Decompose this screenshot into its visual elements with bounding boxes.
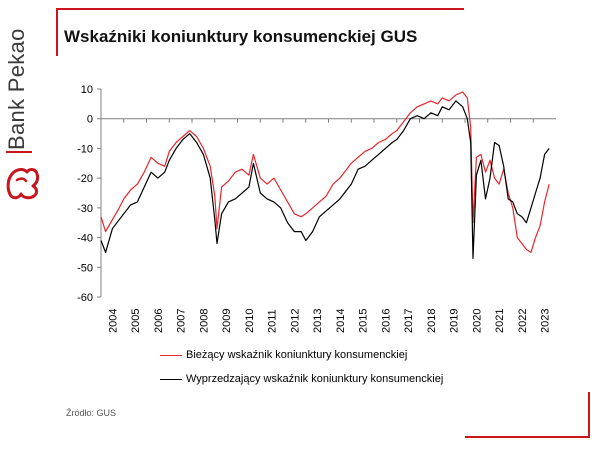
y-tick-label: -50 xyxy=(77,262,93,274)
source-note: Źródło: GUS xyxy=(66,408,117,418)
series-line-current xyxy=(100,91,550,253)
y-tick-label: -20 xyxy=(77,173,93,185)
y-tick-label: -60 xyxy=(77,292,93,304)
x-tick-label: 2012 xyxy=(289,309,301,333)
pekao-bison-icon xyxy=(6,168,40,200)
title-frame-left xyxy=(56,8,58,56)
y-tick-label: 10 xyxy=(81,84,93,96)
legend-label-current: Bieżący wskaźnik koniunktury konsumencki… xyxy=(186,349,408,361)
x-tick-label: 2008 xyxy=(198,309,210,333)
x-tick-label: 2016 xyxy=(380,309,392,333)
x-tick-label: 2017 xyxy=(403,309,415,333)
x-tick-label: 2018 xyxy=(426,309,438,333)
brand-sidebar: Bank Pekao xyxy=(0,0,48,450)
series-line-leading xyxy=(100,100,550,259)
legend-swatch-leading xyxy=(160,378,182,380)
x-tick-label: 2011 xyxy=(267,309,279,333)
x-tick-label: 2009 xyxy=(221,309,233,333)
y-tick-label: -40 xyxy=(77,233,93,245)
title-frame-top xyxy=(56,8,464,10)
frame-corner-bottom xyxy=(465,436,590,438)
x-tick-label: 2010 xyxy=(244,309,256,333)
legend-swatch-current xyxy=(160,354,182,356)
x-tick-label: 2023 xyxy=(540,309,552,333)
page-title: Wskaźniki koniunktury konsumenckiej GUS xyxy=(64,27,418,46)
legend-item-current: Bieżący wskaźnik koniunktury konsumencki… xyxy=(160,349,407,363)
x-tick-label: 2004 xyxy=(107,309,119,333)
x-tick-label: 2019 xyxy=(449,309,461,333)
legend-label-leading: Wyprzedzający wskaźnik koniunktury konsu… xyxy=(186,373,444,385)
x-tick-label: 2006 xyxy=(153,309,165,333)
x-tick-label: 2005 xyxy=(130,309,142,333)
y-tick-label: 0 xyxy=(87,114,93,126)
legend-item-leading: Wyprzedzający wskaźnik koniunktury konsu… xyxy=(160,373,443,387)
x-tick-label: 2007 xyxy=(176,309,188,333)
x-tick-label: 2021 xyxy=(494,309,506,333)
frame-corner-right xyxy=(588,392,590,438)
x-tick-label: 2014 xyxy=(335,309,347,333)
y-tick-label: -30 xyxy=(77,203,93,215)
y-tick-label: -10 xyxy=(77,143,93,155)
x-tick-label: 2020 xyxy=(471,309,483,333)
brand-separator xyxy=(6,151,32,153)
x-tick-label: 2013 xyxy=(312,309,324,333)
x-tick-label: 2022 xyxy=(517,309,529,333)
x-tick-label: 2015 xyxy=(358,309,370,333)
